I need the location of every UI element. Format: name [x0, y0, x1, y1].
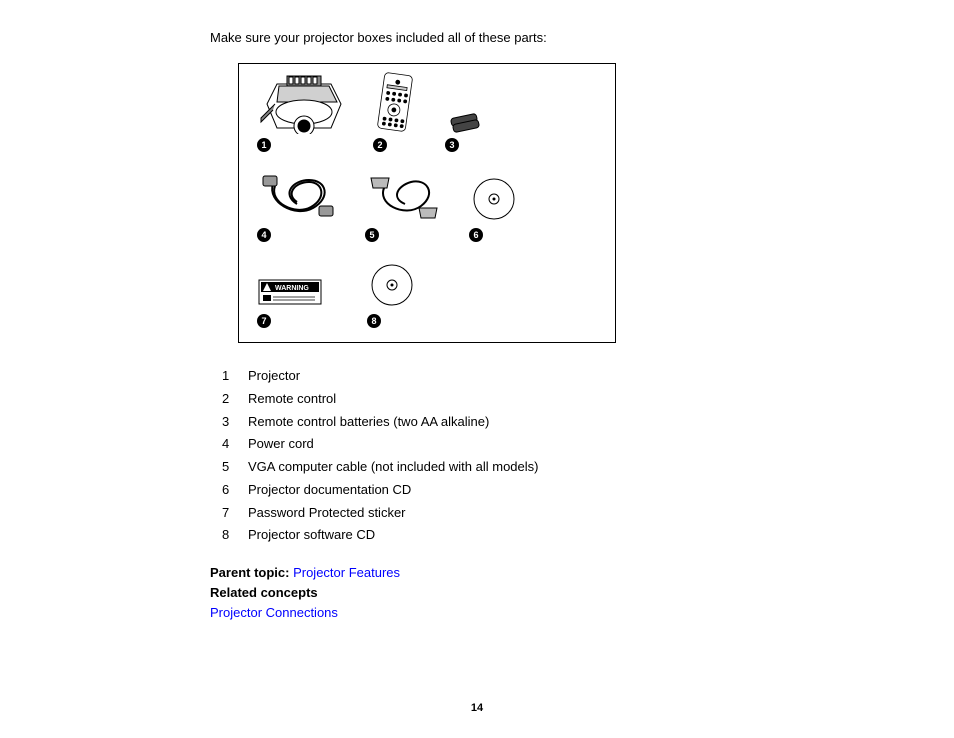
list-item: 1Projector [222, 365, 954, 388]
diagram-item-projector: 1 [257, 74, 351, 152]
document-page: Make sure your projector boxes included … [0, 0, 954, 738]
related-concepts-label: Related concepts [210, 583, 954, 603]
list-item: 7Password Protected sticker [222, 502, 954, 525]
parent-topic-line: Parent topic: Projector Features [210, 563, 954, 583]
cd-icon [469, 174, 519, 224]
footer-links: Parent topic: Projector Features Related… [210, 563, 954, 623]
diagram-label-1: 1 [257, 138, 271, 152]
list-text: Projector software CD [248, 524, 375, 547]
parts-diagram: 1 [238, 63, 616, 343]
list-text: Remote control batteries (two AA alkalin… [248, 411, 489, 434]
list-text: Projector documentation CD [248, 479, 411, 502]
list-num: 5 [222, 456, 248, 479]
list-num: 8 [222, 524, 248, 547]
remote-icon [373, 72, 423, 134]
list-num: 2 [222, 388, 248, 411]
intro-text: Make sure your projector boxes included … [210, 30, 954, 45]
diagram-item-software-cd: 8 [367, 260, 417, 328]
parts-list: 1Projector 2Remote control 3Remote contr… [222, 365, 954, 547]
diagram-item-remote: 2 [373, 72, 423, 152]
projector-icon [257, 74, 351, 134]
batteries-icon [445, 108, 485, 134]
warning-sticker-icon: WARNING [257, 276, 327, 310]
list-num: 3 [222, 411, 248, 434]
cd-icon [367, 260, 417, 310]
diagram-label-6: 6 [469, 228, 483, 242]
list-item: 2Remote control [222, 388, 954, 411]
parent-topic-label: Parent topic: [210, 565, 293, 580]
diagram-item-vga-cable: 5 [365, 170, 447, 242]
list-num: 7 [222, 502, 248, 525]
list-num: 6 [222, 479, 248, 502]
svg-text:WARNING: WARNING [275, 285, 309, 292]
diagram-row-1: 1 [257, 72, 597, 152]
diagram-label-7: 7 [257, 314, 271, 328]
diagram-row-3: WARNING 7 8 [257, 260, 597, 328]
power-cord-icon [257, 170, 343, 224]
diagram-label-8: 8 [367, 314, 381, 328]
parent-topic-link[interactable]: Projector Features [293, 565, 400, 580]
diagram-label-4: 4 [257, 228, 271, 242]
list-item: 3Remote control batteries (two AA alkali… [222, 411, 954, 434]
list-item: 4Power cord [222, 433, 954, 456]
diagram-row-2: 4 5 [257, 170, 597, 242]
vga-cable-icon [365, 170, 447, 224]
list-text: Projector [248, 365, 300, 388]
diagram-item-doc-cd: 6 [469, 174, 519, 242]
page-number: 14 [0, 702, 954, 714]
diagram-item-sticker: WARNING 7 [257, 276, 327, 328]
list-text: Remote control [248, 388, 336, 411]
diagram-item-power-cord: 4 [257, 170, 343, 242]
diagram-label-5: 5 [365, 228, 379, 242]
list-text: VGA computer cable (not included with al… [248, 456, 538, 479]
list-item: 8Projector software CD [222, 524, 954, 547]
list-text: Power cord [248, 433, 314, 456]
list-item: 5VGA computer cable (not included with a… [222, 456, 954, 479]
diagram-label-3: 3 [445, 138, 459, 152]
list-num: 4 [222, 433, 248, 456]
diagram-item-batteries: 3 [445, 108, 485, 152]
diagram-label-2: 2 [373, 138, 387, 152]
list-num: 1 [222, 365, 248, 388]
list-text: Password Protected sticker [248, 502, 406, 525]
related-concepts-link[interactable]: Projector Connections [210, 603, 954, 623]
list-item: 6Projector documentation CD [222, 479, 954, 502]
